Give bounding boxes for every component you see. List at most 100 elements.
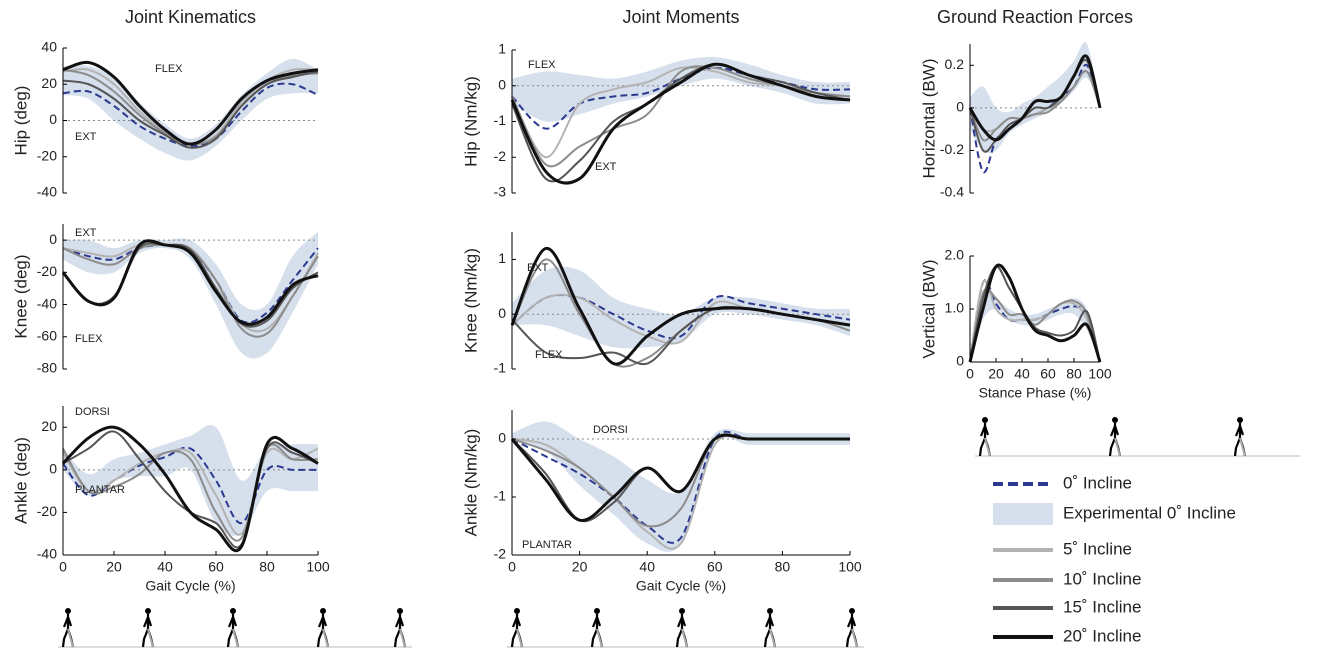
annotation: PLANTAR bbox=[75, 484, 125, 496]
y-tick-label: -40 bbox=[37, 184, 57, 200]
walker-icon bbox=[763, 608, 777, 648]
walker-leg-shadow bbox=[681, 628, 688, 648]
x-tick-label: 80 bbox=[259, 559, 275, 575]
walker-head bbox=[145, 608, 151, 614]
y-tick-label: 0.2 bbox=[945, 56, 965, 72]
annotation: DORSI bbox=[593, 424, 628, 436]
series-line bbox=[969, 265, 1101, 363]
series-line bbox=[510, 433, 850, 522]
y-tick-label: 0 bbox=[49, 461, 57, 477]
series-line bbox=[968, 263, 1102, 363]
x-tick-label: 60 bbox=[707, 559, 723, 575]
walker-icon bbox=[590, 608, 604, 648]
y-tick-label: 0 bbox=[498, 305, 506, 321]
series-line bbox=[62, 82, 319, 147]
walker-body bbox=[590, 614, 604, 648]
series-line bbox=[62, 70, 319, 149]
x-tick-label: 0 bbox=[59, 559, 67, 575]
y-axis-label: Knee (deg) bbox=[11, 254, 30, 338]
series-line bbox=[61, 425, 319, 553]
x-tick-label: 20 bbox=[572, 559, 588, 575]
column-title: Joint Kinematics bbox=[125, 7, 256, 27]
y-tick-label: 2.0 bbox=[945, 247, 965, 263]
series-line bbox=[510, 62, 851, 185]
walker-icon bbox=[675, 608, 689, 648]
x-axis-label: Gait Cycle (%) bbox=[636, 578, 726, 594]
x-tick-label: 20 bbox=[988, 366, 1004, 382]
walker-head bbox=[767, 608, 773, 614]
walker-icon bbox=[393, 608, 407, 648]
legend-label: 0˚ Incline bbox=[1063, 473, 1132, 492]
annotation: PLANTAR bbox=[522, 539, 572, 551]
walker-leg-shadow bbox=[322, 628, 329, 648]
annotation: DORSI bbox=[75, 406, 110, 418]
y-tick-label: 0 bbox=[49, 231, 57, 247]
x-tick-label: 40 bbox=[1014, 366, 1030, 382]
y-axis-label: Knee (Nm/kg) bbox=[461, 248, 480, 353]
walker-icon bbox=[61, 608, 75, 648]
x-axis-label: Gait Cycle (%) bbox=[145, 578, 235, 594]
y-tick-label: -60 bbox=[37, 327, 57, 343]
series-line bbox=[968, 54, 1102, 142]
walker-icon bbox=[510, 608, 524, 648]
x-tick-label: 100 bbox=[306, 559, 330, 575]
y-tick-label: -20 bbox=[37, 503, 57, 519]
x-axis-label: Stance Phase (%) bbox=[979, 385, 1092, 401]
series-line bbox=[62, 446, 318, 525]
walker-body bbox=[763, 614, 777, 648]
column-title: Ground Reaction Forces bbox=[937, 7, 1133, 27]
walker-head bbox=[65, 608, 71, 614]
walker-icon bbox=[845, 608, 859, 648]
walker-body bbox=[978, 423, 992, 457]
walker-body bbox=[141, 614, 155, 648]
annotation: EXT bbox=[595, 161, 617, 173]
walker-leg-shadow bbox=[984, 437, 991, 457]
walker-body bbox=[1108, 423, 1122, 457]
walker-leg-shadow bbox=[769, 628, 776, 648]
walker-leg-shadow bbox=[232, 628, 239, 648]
x-tick-label: 40 bbox=[639, 559, 655, 575]
annotation: FLEX bbox=[155, 63, 183, 75]
y-tick-label: 20 bbox=[41, 418, 57, 434]
x-tick-label: 100 bbox=[1088, 366, 1112, 382]
y-tick-label: 1.0 bbox=[945, 300, 965, 316]
x-tick-label: 20 bbox=[106, 559, 122, 575]
walker-leg-shadow bbox=[1239, 437, 1246, 457]
walker-head bbox=[594, 608, 600, 614]
series-line bbox=[62, 443, 319, 542]
walker-icon bbox=[978, 417, 992, 457]
walker-leg-shadow bbox=[516, 628, 523, 648]
y-axis-label: Ankle (Nm/kg) bbox=[461, 429, 480, 537]
walker-head bbox=[849, 608, 855, 614]
walker-head bbox=[397, 608, 403, 614]
x-tick-label: 80 bbox=[775, 559, 791, 575]
walker-leg-shadow bbox=[596, 628, 603, 648]
y-tick-label: 0 bbox=[956, 99, 964, 115]
y-tick-label: -40 bbox=[37, 295, 57, 311]
y-tick-label: -1 bbox=[494, 112, 507, 128]
series-line bbox=[62, 447, 319, 536]
experimental-band bbox=[512, 266, 850, 349]
walker-head bbox=[514, 608, 520, 614]
legend-label: Experimental 0˚ Incline bbox=[1063, 503, 1236, 522]
series-line bbox=[62, 60, 319, 146]
walker-leg-shadow bbox=[1114, 437, 1121, 457]
annotation: EXT bbox=[527, 262, 549, 274]
y-axis-label: Ankle (deg) bbox=[11, 437, 30, 524]
series-line bbox=[511, 63, 851, 183]
y-tick-label: -1 bbox=[494, 360, 507, 376]
annotation: EXT bbox=[75, 227, 97, 239]
experimental-band bbox=[63, 425, 318, 536]
y-tick-label: 40 bbox=[41, 39, 57, 55]
experimental-band bbox=[512, 57, 850, 122]
walker-icon bbox=[226, 608, 240, 648]
walker-leg-shadow bbox=[147, 628, 154, 648]
legend-label: 5˚ Incline bbox=[1063, 539, 1132, 558]
walker-head bbox=[320, 608, 326, 614]
experimental-band bbox=[512, 421, 850, 552]
walker-head bbox=[679, 608, 685, 614]
y-tick-label: -0.2 bbox=[940, 141, 964, 157]
y-tick-label: 0 bbox=[498, 76, 506, 92]
legend-label: 20˚ Incline bbox=[1063, 626, 1141, 645]
